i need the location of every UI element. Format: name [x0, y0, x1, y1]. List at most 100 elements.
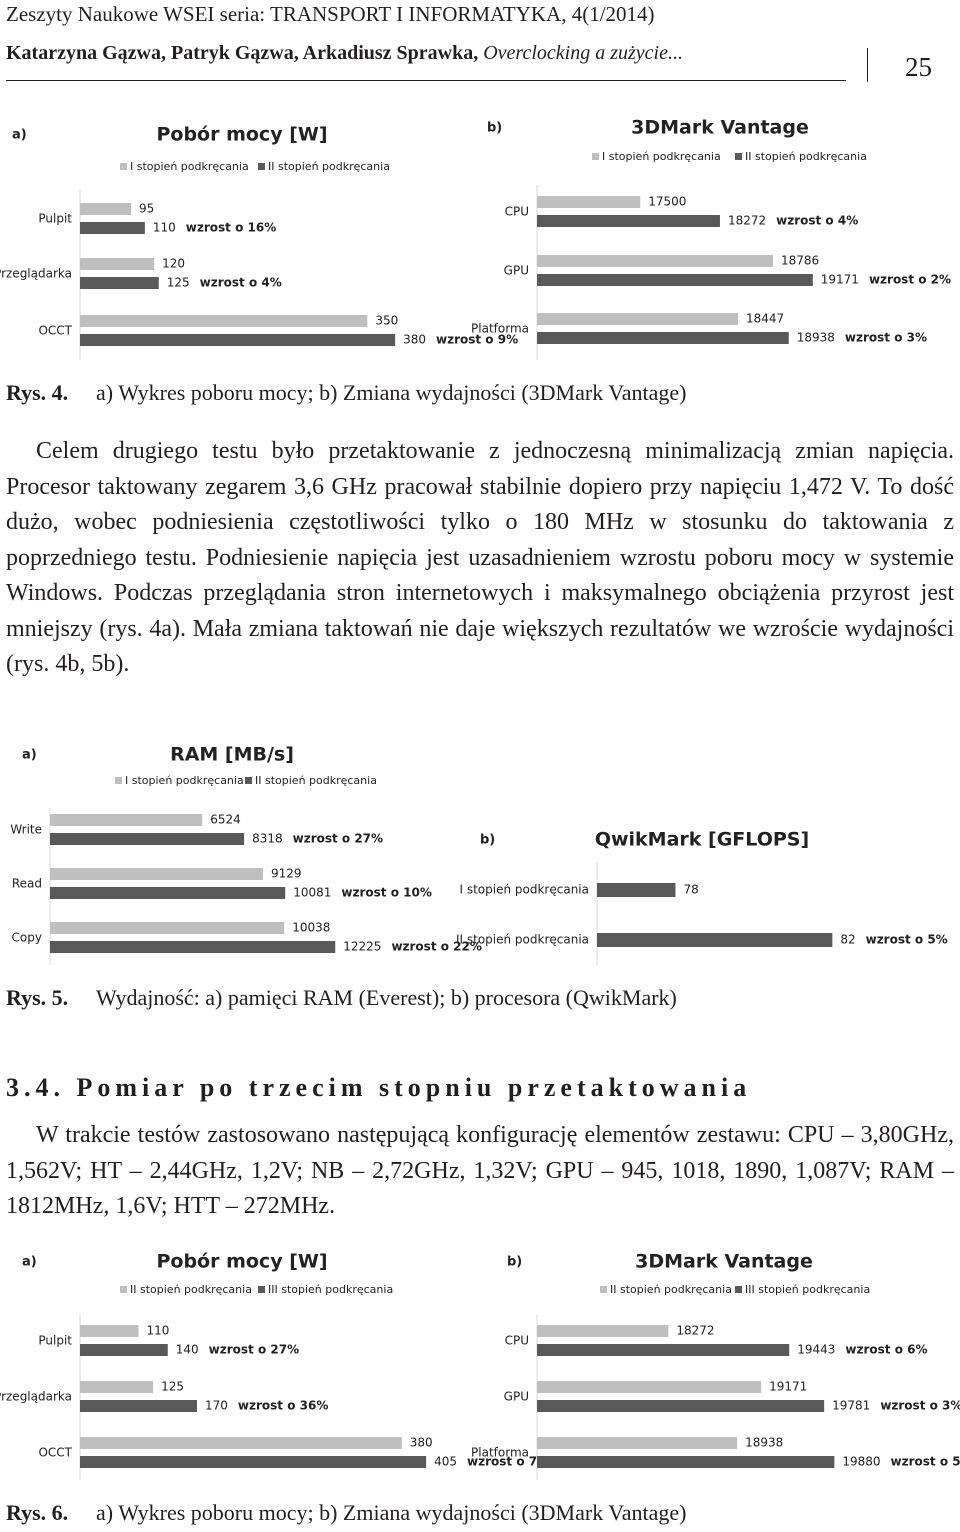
annotation: wzrost o 3%	[845, 331, 927, 345]
annotation: wzrost o 6%	[845, 1343, 927, 1357]
bar	[50, 887, 286, 899]
annotation: wzrost o 9%	[436, 333, 518, 347]
annotation: wzrost o 36%	[238, 1399, 328, 1413]
caption-label: Rys. 5.	[6, 985, 69, 1010]
bar	[80, 334, 396, 346]
bar	[537, 215, 720, 227]
bar	[80, 1456, 427, 1468]
category-label: Przeglądarka	[0, 1390, 72, 1404]
bar	[80, 1381, 154, 1393]
category-label: Write	[10, 823, 42, 837]
category-label: Platforma	[471, 322, 529, 336]
bar	[50, 922, 285, 934]
chart-title: QwikMark [GFLOPS]	[595, 829, 809, 851]
value-label: 12225	[343, 940, 381, 954]
annotation: wzrost o 4%	[200, 276, 282, 290]
annotation: wzrost o 5%	[891, 1455, 960, 1469]
category-label: Pulpit	[38, 212, 72, 226]
article-title: Overclocking a zużycie...	[483, 42, 683, 64]
legend-label: II stopień podkręcania	[255, 774, 377, 787]
journal: Zeszyty Naukowe WSEI seria: TRANSPORT I …	[6, 2, 655, 26]
bar	[50, 814, 203, 826]
legend-label: III stopień podkręcania	[745, 1283, 870, 1296]
figure-label: b)	[507, 1255, 522, 1270]
bar	[80, 203, 131, 215]
category-label: Przeglądarka	[0, 267, 72, 281]
value-label: 110	[153, 221, 176, 235]
value-label: 19443	[797, 1343, 835, 1357]
authors: Katarzyna Gązwa, Patryk Gązwa, Arkadiusz…	[6, 42, 479, 64]
value-label: 125	[161, 1380, 184, 1394]
value-label: 19880	[842, 1455, 880, 1469]
annotation: wzrost o 10%	[341, 886, 431, 900]
section-number: 3.4.	[6, 1073, 65, 1102]
annotation: wzrost o 5%	[866, 933, 948, 947]
caption-text: Wydajność: a) pamięci RAM (Everest); b) …	[96, 985, 677, 1010]
category-label: OCCT	[38, 1446, 72, 1460]
chart-title: 3DMark Vantage	[631, 117, 809, 139]
value-label: 18786	[781, 254, 819, 268]
caption-text: a) Wykres poboru mocy; b) Zmiana wydajno…	[96, 1500, 687, 1525]
bar	[80, 1344, 168, 1356]
bar	[80, 315, 368, 327]
value-label: 170	[205, 1399, 228, 1413]
legend-label: II stopień podkręcania	[610, 1283, 732, 1296]
value-label: 18272	[728, 214, 766, 228]
legend-swatch	[735, 153, 742, 160]
chart-title: RAM [MB/s]	[170, 744, 294, 766]
value-label: 125	[167, 276, 190, 290]
value-label: 350	[375, 314, 398, 328]
bar	[537, 1381, 762, 1393]
chart-title: Pobór mocy [W]	[156, 1251, 327, 1273]
value-label: 9129	[271, 867, 302, 881]
annotation: wzrost o 27%	[209, 1343, 299, 1357]
figure-label: a)	[12, 128, 27, 143]
value-label: 18272	[676, 1324, 714, 1338]
bar	[80, 1437, 402, 1449]
bar	[537, 1344, 790, 1356]
legend-swatch	[735, 1286, 742, 1293]
value-label: 18938	[745, 1436, 783, 1450]
bar	[537, 196, 641, 208]
figure-label: a)	[22, 748, 37, 763]
section-heading: 3.4. Pomiar po trzecim stopniu przetakto…	[6, 1073, 751, 1103]
bar	[50, 868, 264, 880]
bar	[597, 933, 833, 947]
value-label: 405	[434, 1455, 457, 1469]
legend-swatch	[245, 777, 252, 784]
chart-title: Pobór mocy [W]	[156, 124, 327, 146]
running-head: Katarzyna Gązwa, Patryk Gązwa, Arkadiusz…	[6, 42, 683, 65]
bar	[80, 258, 155, 270]
category-label: GPU	[504, 1390, 529, 1404]
value-label: 18938	[797, 331, 835, 345]
caption-label: Rys. 6.	[6, 1500, 69, 1525]
value-label: 10038	[292, 921, 330, 935]
page-number: 25	[905, 52, 932, 82]
bar	[537, 313, 739, 325]
figure-label: b)	[480, 833, 495, 848]
value-label: 140	[176, 1343, 199, 1357]
legend-swatch	[115, 777, 122, 784]
caption: Rys. 5. Wydajność: a) pamięci RAM (Everes…	[6, 985, 677, 1011]
bar	[50, 941, 336, 953]
category-label: OCCT	[38, 324, 72, 338]
legend-swatch	[592, 153, 599, 160]
bar	[537, 1456, 835, 1468]
bar	[597, 883, 676, 897]
category-label: CPU	[505, 205, 529, 219]
bar	[80, 1400, 197, 1412]
value-label: 95	[139, 202, 154, 216]
caption: Rys. 4. a) Wykres poboru mocy; b) Zmiana …	[6, 380, 686, 406]
legend-label: II stopień podkręcania	[745, 150, 867, 163]
figure-label: b)	[487, 121, 502, 136]
value-label: 19781	[832, 1399, 870, 1413]
category-label: Platforma	[471, 1446, 529, 1460]
legend-label: I stopień podkręcania	[602, 150, 721, 163]
chart-title: 3DMark Vantage	[635, 1251, 813, 1273]
category-label: GPU	[504, 264, 529, 278]
category-label: Read	[12, 877, 42, 891]
bar	[537, 274, 813, 286]
category-label: Copy	[12, 931, 42, 945]
paragraph: W trakcie testów zastosowano następującą…	[6, 1122, 954, 1219]
